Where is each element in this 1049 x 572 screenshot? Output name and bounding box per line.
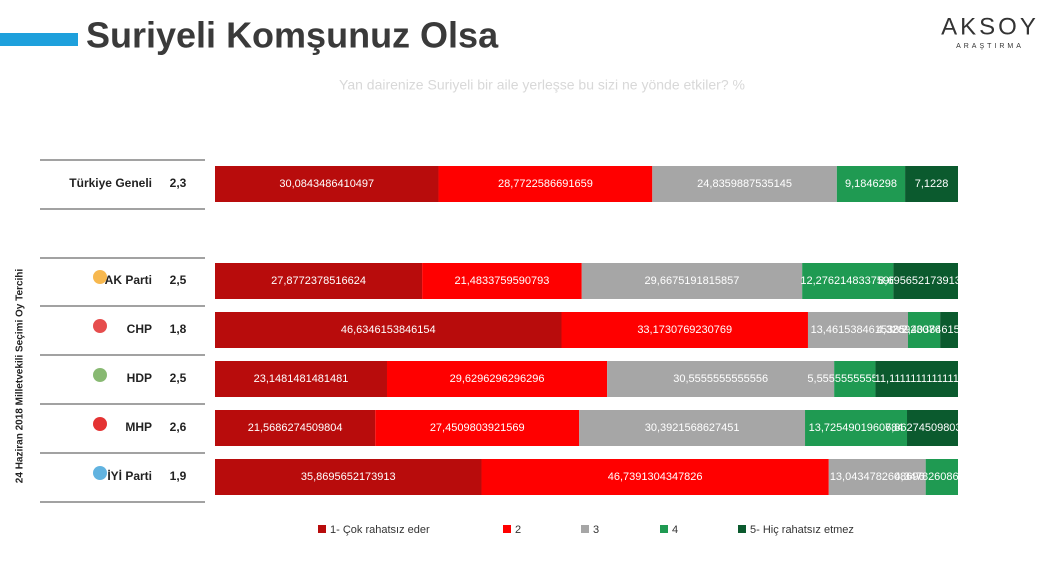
party-logo xyxy=(93,466,107,480)
bar-segment xyxy=(893,263,958,299)
value-label: 29,6675191815857 xyxy=(645,275,740,287)
score-label: 1,8 xyxy=(170,322,187,336)
value-label: 4,34782608695652 xyxy=(894,471,989,483)
legend-swatch xyxy=(318,525,326,533)
legend-label: 5- Hiç rahatsız etmez xyxy=(750,524,854,536)
bar-segment xyxy=(836,166,906,202)
value-label: 12,2762148337596 xyxy=(800,275,895,287)
bar-segment xyxy=(215,166,439,202)
legend-label: 1- Çok rahatsız eder xyxy=(330,524,430,536)
bar-segment xyxy=(940,312,958,348)
logo-subtext: ARAŞTIRMA xyxy=(956,43,1024,50)
bar-segment xyxy=(581,263,803,299)
bar-segment xyxy=(802,263,894,299)
value-label: 11,1111111111111 xyxy=(875,373,959,385)
legend-label: 4 xyxy=(672,524,678,536)
category-label: CHP xyxy=(127,322,152,336)
value-label: 9,1846298 xyxy=(845,178,897,190)
bar-segment xyxy=(215,459,482,495)
score-label: 2,6 xyxy=(170,420,187,434)
chart-subtitle: Yan dairenize Suriyeli bir aile yerleşse… xyxy=(339,77,745,93)
value-label: 28,7722586691659 xyxy=(498,178,593,190)
bar-segment xyxy=(386,361,608,397)
value-label: 6,86274509803922 xyxy=(885,422,980,434)
value-label: 13,7254901960784 xyxy=(809,422,904,434)
legend-swatch xyxy=(738,525,746,533)
value-label: 30,3921568627451 xyxy=(645,422,740,434)
legend-swatch xyxy=(503,525,511,533)
party-logo xyxy=(93,368,107,382)
bar-segment xyxy=(579,410,806,446)
value-label: 46,7391304347826 xyxy=(608,471,703,483)
axis-label: 24 Haziran 2018 Milletvekili Seçimi Oy T… xyxy=(15,269,26,484)
category-label: HDP xyxy=(127,371,152,385)
category-label: İYİ Parti xyxy=(107,468,152,483)
legend: 1- Çok rahatsız eder 2 3 4 5- Hiç rahatsız e… xyxy=(318,524,854,536)
value-label: 2,40384615384615 xyxy=(902,324,997,336)
bar-segment xyxy=(375,410,580,446)
legend-swatch xyxy=(581,525,589,533)
value-label: 33,1730769230769 xyxy=(637,324,732,336)
bar-segment xyxy=(925,459,958,495)
bar-segment xyxy=(215,263,423,299)
bar-segment xyxy=(215,361,387,397)
bar-segment xyxy=(215,410,376,446)
value-label: 27,8772378516624 xyxy=(271,275,366,287)
legend-label: 3 xyxy=(593,524,599,536)
party-logo xyxy=(93,319,107,333)
score-label: 2,5 xyxy=(170,273,187,287)
logo-text: AKSOY xyxy=(941,13,1039,40)
bar-segment xyxy=(607,361,835,397)
bar-segment xyxy=(438,166,653,202)
bar-segment xyxy=(807,312,908,348)
value-label: 27,4509803921569 xyxy=(430,422,525,434)
value-label: 23,1481481481481 xyxy=(254,373,349,385)
bar-segment xyxy=(422,263,582,299)
value-label: 13,0434782608696 xyxy=(830,471,925,483)
value-label: 21,4833759590793 xyxy=(455,275,550,287)
title-accent xyxy=(0,33,78,46)
bar-segment xyxy=(907,410,958,446)
value-label: 7,1228 xyxy=(915,178,949,190)
value-label: 13,4615384615385 xyxy=(811,324,906,336)
bar-segment xyxy=(561,312,808,348)
bar-segment xyxy=(652,166,837,202)
category-label: Türkiye Geneli xyxy=(69,176,152,190)
legend-label: 2 xyxy=(515,524,521,536)
score-label: 2,5 xyxy=(170,371,187,385)
score-label: 1,9 xyxy=(170,469,187,483)
bar-segment xyxy=(907,312,941,348)
chart-title: Suriyeli Komşunuz Olsa xyxy=(86,15,499,56)
bar-segment xyxy=(215,312,562,348)
bar-segment xyxy=(805,410,908,446)
category-label: MHP xyxy=(125,420,152,434)
bar-segment xyxy=(905,166,959,202)
value-label: 29,6296296296296 xyxy=(450,373,545,385)
party-logo xyxy=(93,270,107,284)
value-label: 30,5555555555556 xyxy=(673,373,768,385)
legend-swatch xyxy=(660,525,668,533)
bar-segment xyxy=(834,361,876,397)
score-label: 2,3 xyxy=(170,176,187,190)
value-label: 24,8359887535145 xyxy=(697,178,792,190)
value-label: 21,5686274509804 xyxy=(248,422,343,434)
value-label: 35,8695652173913 xyxy=(301,471,396,483)
rows: Türkiye Geneli 2,3 30,0843486410497 28,7722… xyxy=(40,159,997,503)
value-label: 8,69565217391304 xyxy=(878,275,973,287)
bar-segment xyxy=(875,361,958,397)
category-label: AK Parti xyxy=(105,273,152,287)
party-logo xyxy=(93,417,107,431)
value-label: 46,6346153846154 xyxy=(341,324,436,336)
value-label: 30,0843486410497 xyxy=(279,178,374,190)
bar-segment xyxy=(481,459,829,495)
bar-segment xyxy=(828,459,926,495)
